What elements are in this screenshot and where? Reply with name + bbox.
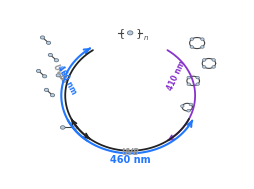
Circle shape (50, 94, 55, 97)
Circle shape (212, 59, 215, 61)
Text: n: n (144, 36, 148, 42)
Circle shape (201, 38, 204, 40)
Circle shape (62, 79, 67, 82)
Text: UVB: UVB (121, 148, 139, 157)
Circle shape (128, 31, 133, 35)
Circle shape (60, 126, 65, 129)
Text: 460 nm: 460 nm (55, 63, 78, 96)
Text: 460 nm: 460 nm (110, 155, 150, 165)
Circle shape (73, 126, 78, 129)
Circle shape (212, 66, 215, 68)
Circle shape (190, 46, 194, 48)
Circle shape (202, 66, 206, 68)
Text: }: } (136, 28, 143, 38)
Circle shape (42, 75, 47, 78)
Circle shape (40, 36, 45, 39)
Circle shape (44, 88, 49, 91)
Circle shape (201, 46, 204, 48)
Circle shape (189, 103, 193, 106)
Circle shape (36, 69, 41, 73)
Circle shape (54, 59, 59, 62)
Circle shape (202, 59, 206, 61)
Circle shape (196, 83, 199, 85)
Circle shape (56, 74, 60, 77)
Circle shape (187, 83, 190, 85)
Circle shape (46, 41, 51, 44)
Circle shape (48, 53, 53, 57)
Text: UVB: UVB (51, 63, 68, 83)
Text: 410 nm: 410 nm (166, 60, 187, 92)
Circle shape (187, 109, 190, 112)
Circle shape (181, 105, 184, 107)
Circle shape (187, 76, 190, 79)
Circle shape (196, 76, 199, 79)
Circle shape (190, 38, 194, 40)
Text: {: { (117, 28, 124, 38)
